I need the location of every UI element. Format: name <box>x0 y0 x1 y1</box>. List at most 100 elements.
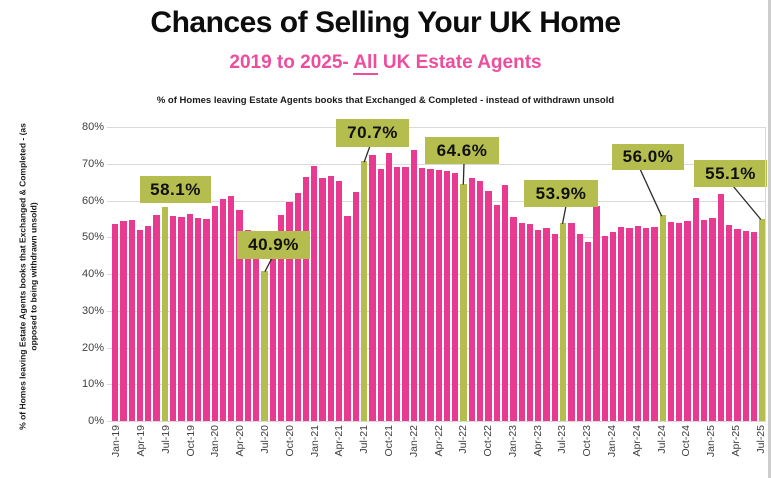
bar-Sep-19 <box>178 216 185 421</box>
bar-Oct-20 <box>286 202 293 421</box>
subtitle-prefix: 2019 to 2025- <box>229 52 354 73</box>
bar-Jul-20 <box>261 270 268 421</box>
page-title: Chances of Selling Your UK Home <box>150 6 621 39</box>
bar-Jul-22 <box>460 183 467 421</box>
bar-Apr-22 <box>435 170 442 421</box>
callout-55.1%: 55.1% <box>694 160 767 187</box>
callout-40.9%: 40.9% <box>237 231 310 259</box>
bar-Jan-24 <box>609 232 617 421</box>
bar-Aug-20 <box>269 244 276 421</box>
x-tick-label: Oct-23 <box>581 425 594 457</box>
bar-Jul-19 <box>161 207 169 421</box>
y-tick-label: 0% <box>88 415 104 427</box>
y-tick-label: 70% <box>81 157 104 170</box>
bar-Jan-19 <box>112 224 119 421</box>
bar-Feb-24 <box>618 226 625 421</box>
callout-53.9%: 53.9% <box>524 180 598 207</box>
bar-Oct-21 <box>385 153 393 421</box>
bar-Jan-25 <box>709 218 716 421</box>
x-tick-label: Apr-19 <box>134 425 147 457</box>
bar-Nov-22 <box>493 204 500 421</box>
bar-Feb-21 <box>319 177 326 421</box>
bar-Nov-19 <box>194 218 202 421</box>
y-tick-label: 20% <box>81 341 104 354</box>
x-tick-label: Oct-21 <box>382 425 395 457</box>
x-tick-label: Apr-20 <box>234 425 247 457</box>
bar-Apr-23 <box>535 229 542 421</box>
bar-Jun-23 <box>551 233 559 421</box>
x-tick-label: Jul-24 <box>655 425 668 454</box>
bar-Jan-22 <box>410 149 417 421</box>
bar-May-22 <box>443 171 451 421</box>
callout-70.7%: 70.7% <box>336 119 409 147</box>
x-tick-label: Jul-21 <box>358 425 371 454</box>
bar-Aug-24 <box>667 221 675 421</box>
bar-Dec-21 <box>402 166 409 421</box>
x-tick-label: Jul-22 <box>457 425 470 454</box>
bar-Jan-23 <box>510 217 517 421</box>
bar-Sep-20 <box>277 215 285 421</box>
x-tick-label: Apr-24 <box>630 425 643 457</box>
bar-Apr-25 <box>734 229 741 421</box>
x-tick-label: Apr-23 <box>531 425 544 457</box>
bar-Jun-21 <box>352 191 359 421</box>
x-tick-label: Jan-20 <box>209 425 222 458</box>
bar-Aug-19 <box>170 215 177 421</box>
bar-Dec-23 <box>601 235 608 421</box>
bar-Apr-20 <box>236 209 243 421</box>
page-subtitle: 2019 to 2025- All UK Estate Agents <box>0 52 771 75</box>
y-tick-label: 10% <box>81 378 104 391</box>
y-tick-label: 30% <box>81 304 104 317</box>
x-tick-label: Jan-24 <box>606 425 619 458</box>
bar-Feb-25 <box>717 193 724 421</box>
bar-Oct-23 <box>584 242 592 421</box>
callout-56.0%: 56.0% <box>612 144 684 170</box>
bar-Jun-20 <box>253 240 260 421</box>
x-tick-label: Jul-23 <box>556 425 569 454</box>
plot-area <box>112 127 766 421</box>
x-tick-label: Oct-19 <box>184 425 197 457</box>
page-right-edge <box>768 0 771 478</box>
x-tick-label: Jul-20 <box>258 425 271 454</box>
bar-Jul-21 <box>360 161 368 421</box>
x-tick-label: Jul-25 <box>754 425 767 454</box>
bar-Jun-24 <box>651 226 658 421</box>
x-tick-label: Apr-22 <box>432 425 445 457</box>
bar-May-23 <box>543 228 550 421</box>
bar-Dec-19 <box>203 218 210 421</box>
y-tick-label: 80% <box>81 121 104 133</box>
x-tick-label: Jan-19 <box>110 425 123 458</box>
bar-Feb-23 <box>518 222 525 421</box>
bar-May-25 <box>742 230 749 421</box>
y-tick-label: 60% <box>81 194 104 207</box>
bar-Sep-22 <box>477 181 484 421</box>
gridline <box>107 421 765 422</box>
gridline <box>107 127 765 128</box>
bar-Nov-23 <box>593 206 600 421</box>
bar-Mar-21 <box>327 175 335 421</box>
x-tick-label: Jan-23 <box>506 425 519 458</box>
bar-Jun-25 <box>750 232 758 421</box>
bar-May-24 <box>643 228 650 421</box>
bar-Jul-25 <box>759 218 766 421</box>
y-tick-label: 50% <box>81 231 104 244</box>
bar-May-21 <box>344 215 351 421</box>
x-tick-label: Jul-19 <box>159 425 172 454</box>
x-tick-label: Oct-20 <box>283 425 296 457</box>
bar-Dec-20 <box>302 176 310 421</box>
bar-Jan-21 <box>311 166 318 421</box>
bar-Nov-21 <box>394 167 401 421</box>
subtitle-suffix: UK Estate Agents <box>377 52 542 73</box>
bar-Oct-19 <box>186 213 193 421</box>
subtitle-underlined-word: All <box>353 52 378 75</box>
bar-Sep-23 <box>576 233 583 421</box>
bar-Mar-22 <box>427 168 434 421</box>
y-axis-title: % of Homes leaving Estate Agents books t… <box>17 123 39 430</box>
bar-Aug-23 <box>568 222 575 421</box>
bar-Mar-20 <box>228 196 235 421</box>
x-tick-label: Oct-24 <box>680 425 693 457</box>
bar-Apr-21 <box>336 181 343 421</box>
bar-Mar-23 <box>526 224 534 421</box>
x-tick-label: Jan-25 <box>705 425 718 458</box>
